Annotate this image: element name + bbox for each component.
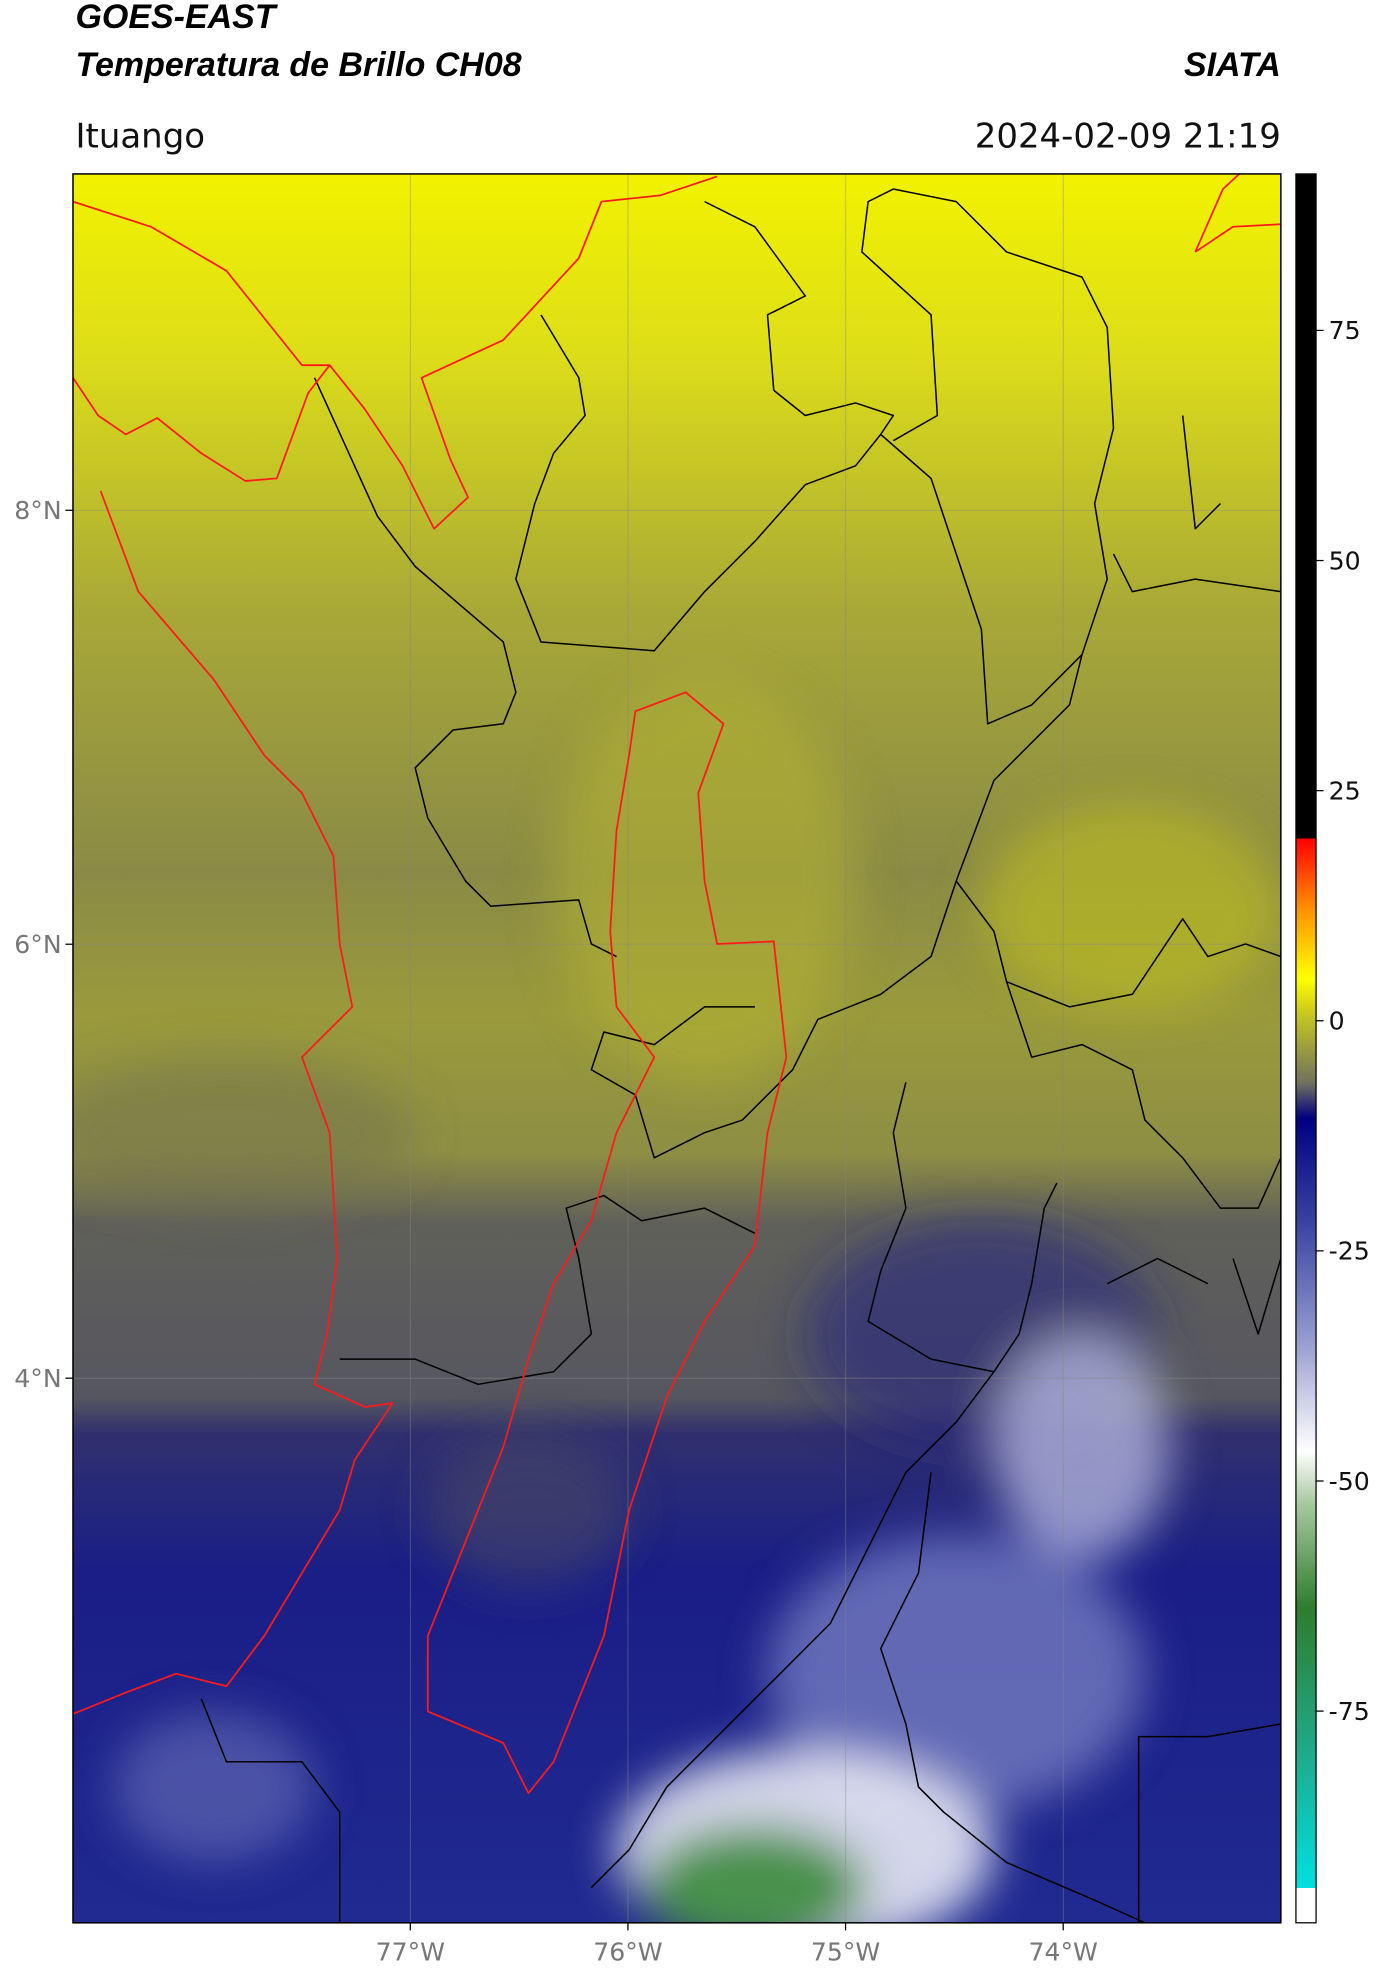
red-contours [72, 173, 1281, 1795]
x-tick-label: 74°W [1028, 1938, 1098, 1967]
subtitle: Temperatura de Brillo CH08 [75, 46, 521, 84]
brand: SIATA [1184, 46, 1281, 84]
colorbar-tick-label: 25 [1329, 776, 1361, 805]
x-tick-label: 76°W [593, 1938, 663, 1967]
x-tick-label: 77°W [376, 1938, 446, 1967]
colorbar-tick-label: 75 [1329, 316, 1361, 345]
colorbar-tick-label: -50 [1329, 1467, 1370, 1496]
colorbar-ticks: 75 50 25 0 -25 -50 -75 [1316, 316, 1370, 1726]
colorbar-tick-label: -75 [1329, 1697, 1370, 1726]
map-frame [72, 173, 1282, 1924]
map-field [72, 173, 1281, 1923]
y-tick-label: 6°N [14, 930, 61, 959]
field-features [72, 679, 1281, 1923]
boundaries [200, 188, 1281, 1923]
timestamp: 2024-02-09 21:19 [975, 117, 1281, 157]
y-tick-label: 4°N [14, 1364, 61, 1393]
colorbar [1295, 173, 1317, 1924]
map-axes: 77°W 76°W 75°W 74°W 8°N 6°N 4°N [14, 496, 1098, 1966]
x-tick-label: 75°W [811, 1938, 881, 1967]
colorbar-tick-label: 0 [1329, 1007, 1345, 1036]
colorbar-tick-label: -25 [1329, 1237, 1370, 1266]
y-tick-label: 8°N [14, 496, 61, 525]
title: GOES-EAST [75, 0, 278, 36]
location: Ituango [75, 117, 205, 157]
colorbar-tick-label: 50 [1329, 546, 1361, 575]
